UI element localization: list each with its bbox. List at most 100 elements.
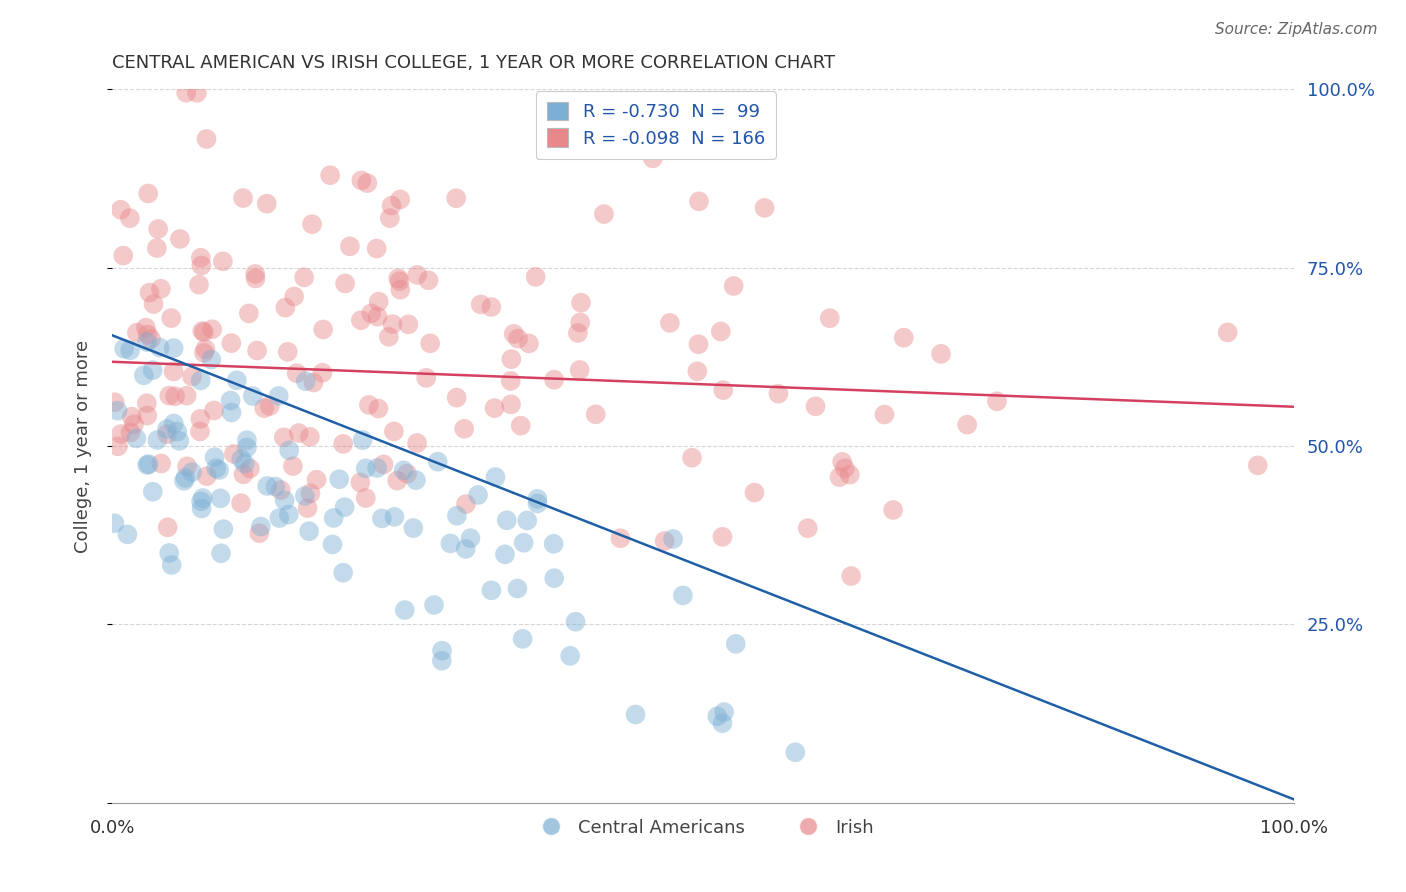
Point [209,546,232,560]
Point [609,531,631,545]
Point [169,434,191,448]
Point [744,485,766,500]
Point [439,536,461,550]
Point [138,457,160,471]
Point [195,132,218,146]
Point [156,520,179,534]
Point [274,301,297,315]
Point [186,86,208,100]
Point [267,389,290,403]
Point [350,313,373,327]
Point [136,409,159,423]
Point [188,277,211,292]
Point [444,191,467,205]
Point [356,176,378,190]
Point [405,473,427,487]
Point [302,376,325,390]
Point [873,408,896,422]
Point [495,513,517,527]
Point [506,332,529,346]
Point [246,343,269,358]
Point [298,524,321,539]
Point [188,412,211,426]
Point [956,417,979,432]
Point [107,439,129,453]
Point [163,417,186,431]
Point [278,443,301,458]
Point [688,337,710,351]
Point [136,334,159,349]
Point [526,496,548,510]
Point [156,422,179,436]
Point [136,458,159,472]
Point [366,461,388,475]
Point [292,270,315,285]
Point [838,467,860,482]
Point [247,526,270,541]
Point [238,306,260,320]
Point [212,522,235,536]
Point [593,207,616,221]
Point [163,341,186,355]
Point [229,496,252,510]
Point [710,325,733,339]
Point [301,217,323,231]
Point [526,491,548,506]
Point [277,344,299,359]
Point [259,399,281,413]
Point [231,452,253,467]
Point [373,458,395,472]
Point [104,395,127,409]
Point [112,249,135,263]
Point [662,532,685,546]
Point [986,394,1008,409]
Point [112,342,135,356]
Point [711,383,734,397]
Point [221,336,243,351]
Point [273,430,295,444]
Point [524,269,547,284]
Point [385,474,408,488]
Point [209,491,232,506]
Point [654,534,676,549]
Point [190,501,212,516]
Point [157,388,180,402]
Point [202,403,225,417]
Point [194,342,217,356]
Point [160,311,183,326]
Point [605,105,627,120]
Point [136,327,159,342]
Point [371,511,394,525]
Point [142,297,165,311]
Point [204,450,226,465]
Point [110,202,132,217]
Point [107,403,129,417]
Point [834,461,856,475]
Point [243,267,266,281]
Point [349,475,371,490]
Point [382,425,405,439]
Point [176,459,198,474]
Point [190,251,212,265]
Point [156,427,179,442]
Point [768,386,790,401]
Point [479,583,502,598]
Point [232,191,254,205]
Point [191,491,214,505]
Point [298,430,321,444]
Point [479,300,502,314]
Point [176,389,198,403]
Point [120,343,142,358]
Point [380,198,402,212]
Point [543,373,565,387]
Point [297,501,319,516]
Point [568,363,591,377]
Point [122,417,145,432]
Point [135,396,157,410]
Point [332,566,354,580]
Point [269,511,291,525]
Point [569,295,592,310]
Point [354,491,377,505]
Point [711,530,734,544]
Point [150,457,173,471]
